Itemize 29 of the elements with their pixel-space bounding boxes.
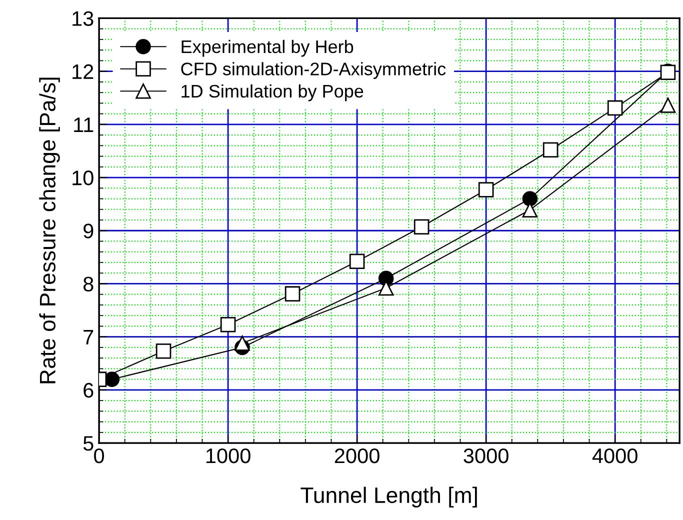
point (234, 336, 250, 351)
point (478, 182, 494, 198)
point (522, 191, 538, 206)
y-tick-label: 12 (72, 64, 94, 79)
point (156, 344, 172, 359)
point (284, 286, 300, 302)
y-tick-label: 10 (72, 170, 94, 186)
point (220, 316, 236, 332)
y-tick-label: 11 (74, 118, 94, 132)
x-tick-label: 3000 (464, 448, 508, 464)
x-axis-title: Tunnel Length [m] (300, 486, 477, 508)
legend-label: Experimental by Herb (182, 40, 354, 57)
x-tick-label: 2000 (334, 448, 380, 464)
y-tick-label: 13 (72, 11, 94, 26)
x-tick-label: 1000 (206, 448, 250, 464)
y-tick-label: 7 (84, 330, 94, 344)
point (542, 142, 558, 158)
y-axis-title: Rate of Pressure change [Pa/s] (39, 78, 60, 384)
y-tick-label: 5 (83, 436, 94, 451)
x-tick-label: 4000 (592, 448, 638, 464)
legend-label: CFD simulation-2D-Axisymmetric (181, 62, 446, 79)
x-tick-label: 0 (94, 448, 104, 464)
y-tick-label: 8 (83, 276, 94, 292)
point (414, 219, 430, 235)
y-tick-label: 6 (84, 382, 94, 398)
point (607, 100, 623, 116)
legend-label: 1D Simulation by Pope (182, 84, 364, 102)
point (349, 254, 365, 270)
y-tick-label: 9 (84, 224, 94, 238)
